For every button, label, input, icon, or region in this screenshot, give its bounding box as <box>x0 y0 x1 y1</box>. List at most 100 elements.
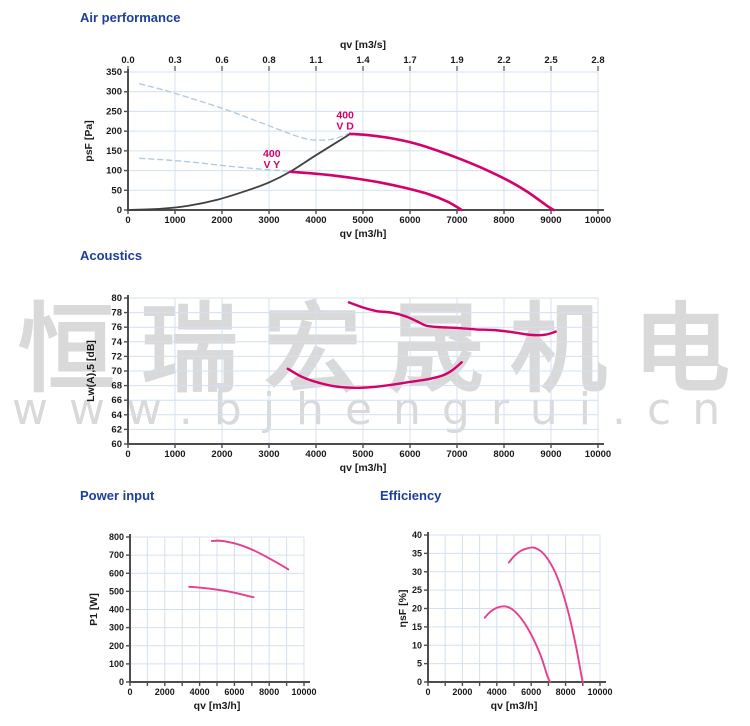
svg-text:1.9: 1.9 <box>450 55 463 66</box>
svg-text:60: 60 <box>111 439 122 450</box>
svg-text:ηsF [%]: ηsF [%] <box>397 590 409 628</box>
svg-text:2000: 2000 <box>211 215 232 226</box>
svg-text:74: 74 <box>111 337 122 348</box>
svg-text:30: 30 <box>412 567 422 577</box>
svg-text:10000: 10000 <box>587 687 612 697</box>
svg-text:10000: 10000 <box>585 449 611 460</box>
svg-text:100: 100 <box>106 166 122 177</box>
svg-text:qv [m3/h]: qv [m3/h] <box>491 700 538 712</box>
svg-text:350: 350 <box>106 67 122 78</box>
svg-text:4000: 4000 <box>487 687 507 697</box>
svg-text:4000: 4000 <box>305 449 326 460</box>
svg-text:6000: 6000 <box>399 449 420 460</box>
svg-text:4000: 4000 <box>190 687 210 697</box>
efficiency-chart: 0 2000 4000 6000 8000 10000 qv [m3/h] 0 5 10 15 20 2… <box>397 530 613 712</box>
svg-text:psF [Pa]: psF [Pa] <box>83 120 95 161</box>
svg-text:0.0: 0.0 <box>121 55 134 66</box>
svg-text:2.5: 2.5 <box>544 55 558 66</box>
svg-text:5000: 5000 <box>352 449 373 460</box>
svg-text:0: 0 <box>125 449 130 460</box>
svg-text:9000: 9000 <box>540 215 561 226</box>
svg-text:2000: 2000 <box>155 687 175 697</box>
watermark-url-text: www.bjhengrui.cn <box>12 384 742 435</box>
svg-text:1.4: 1.4 <box>356 55 370 66</box>
svg-text:0: 0 <box>117 205 122 216</box>
svg-text:62: 62 <box>111 424 122 435</box>
svg-text:100: 100 <box>109 659 124 669</box>
svg-text:25: 25 <box>412 585 422 595</box>
svg-text:400: 400 <box>263 148 281 160</box>
svg-text:76: 76 <box>111 322 122 333</box>
svg-text:4000: 4000 <box>305 215 326 226</box>
svg-text:2000: 2000 <box>452 687 472 697</box>
svg-text:V D: V D <box>336 121 354 133</box>
svg-text:600: 600 <box>109 568 124 578</box>
svg-text:P1 [W]: P1 [W] <box>88 593 100 626</box>
svg-text:8000: 8000 <box>493 449 514 460</box>
svg-text:1.7: 1.7 <box>403 55 416 66</box>
svg-text:7000: 7000 <box>446 215 467 226</box>
svg-text:2.8: 2.8 <box>591 55 604 66</box>
svg-text:3000: 3000 <box>258 215 279 226</box>
svg-text:66: 66 <box>111 395 122 406</box>
svg-text:40: 40 <box>412 530 422 540</box>
svg-text:300: 300 <box>109 623 124 633</box>
svg-text:10000: 10000 <box>291 687 316 697</box>
svg-text:400: 400 <box>336 110 354 122</box>
svg-text:80: 80 <box>111 293 122 304</box>
svg-text:7000: 7000 <box>446 449 467 460</box>
svg-text:6000: 6000 <box>521 687 541 697</box>
svg-text:250: 250 <box>106 106 122 117</box>
svg-text:700: 700 <box>109 550 124 560</box>
svg-text:0: 0 <box>125 215 130 226</box>
power-input-title: Power input <box>80 488 155 503</box>
svg-text:70: 70 <box>111 366 122 377</box>
svg-text:qv [m3/h]: qv [m3/h] <box>340 228 387 240</box>
svg-text:300: 300 <box>106 87 122 98</box>
svg-text:400: 400 <box>109 605 124 615</box>
air-performance-chart: 0 1000 2000 3000 4000 5000 6000 7000 8000 9000 100… <box>83 39 611 240</box>
svg-text:qv [m3/s]: qv [m3/s] <box>340 39 386 51</box>
svg-text:0: 0 <box>417 677 422 687</box>
svg-text:5000: 5000 <box>352 215 373 226</box>
svg-text:20: 20 <box>412 604 422 614</box>
svg-text:8000: 8000 <box>556 687 576 697</box>
svg-text:0: 0 <box>425 687 430 697</box>
svg-text:9000: 9000 <box>540 449 561 460</box>
svg-text:6000: 6000 <box>224 687 244 697</box>
svg-text:8000: 8000 <box>259 687 279 697</box>
acoustics-title: Acoustics <box>80 248 143 263</box>
acoustics-chart: 0 1000 2000 3000 4000 5000 6000 7000 8000 9000 100… <box>85 293 611 474</box>
svg-text:68: 68 <box>111 381 122 392</box>
svg-text:200: 200 <box>109 641 124 651</box>
svg-text:15: 15 <box>412 622 422 632</box>
svg-text:0: 0 <box>127 687 132 697</box>
svg-text:0: 0 <box>119 677 124 687</box>
svg-text:0.3: 0.3 <box>168 55 181 66</box>
svg-text:qv [m3/h]: qv [m3/h] <box>194 700 241 712</box>
svg-text:50: 50 <box>111 185 122 196</box>
svg-text:6000: 6000 <box>399 215 420 226</box>
svg-text:10: 10 <box>412 640 422 650</box>
svg-text:1000: 1000 <box>164 449 185 460</box>
svg-text:V Y: V Y <box>263 159 280 171</box>
svg-text:500: 500 <box>109 586 124 596</box>
svg-text:78: 78 <box>111 308 122 319</box>
svg-text:200: 200 <box>106 126 122 137</box>
svg-text:2000: 2000 <box>211 449 232 460</box>
svg-text:0.8: 0.8 <box>262 55 275 66</box>
power-input-chart: 0 2000 4000 6000 8000 10000 qv [m3/h] 0 100 200 30… <box>88 532 317 712</box>
efficiency-title: Efficiency <box>380 488 442 503</box>
svg-text:Lw(A),5 [dB]: Lw(A),5 [dB] <box>85 340 97 402</box>
svg-text:3000: 3000 <box>258 449 279 460</box>
svg-text:1000: 1000 <box>164 215 185 226</box>
svg-text:35: 35 <box>412 548 422 558</box>
svg-text:2.2: 2.2 <box>497 55 510 66</box>
svg-text:10000: 10000 <box>585 215 611 226</box>
svg-text:5: 5 <box>417 659 422 669</box>
svg-text:150: 150 <box>106 146 122 157</box>
svg-text:1.1: 1.1 <box>309 55 323 66</box>
svg-text:72: 72 <box>111 351 122 362</box>
svg-text:8000: 8000 <box>493 215 514 226</box>
